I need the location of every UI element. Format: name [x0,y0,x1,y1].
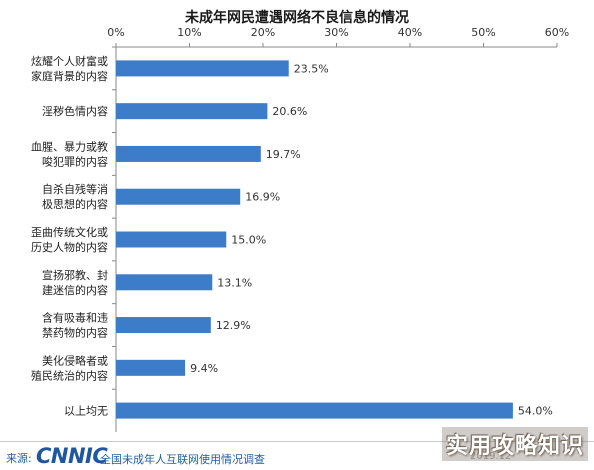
category-label: 殖民统治的内容 [31,368,108,382]
category-label: 炫耀个人财富或 [31,54,108,68]
category-label: 禁药物的内容 [42,326,108,340]
category-label: 历史人物的内容 [31,240,108,254]
x-tick-label: 60% [545,26,569,39]
bar [116,232,226,248]
bar-value-label: 54.0% [518,405,553,418]
category-label: 歪曲传统文化或 [31,225,108,239]
bar-value-label: 20.6% [272,105,307,118]
bar-value-label: 19.7% [266,148,301,161]
bar-value-label: 23.5% [294,62,329,75]
bar [116,60,289,76]
cnnic-logo: CNNIC [36,444,107,468]
category-label: 含有吸毒和违 [42,311,108,325]
x-tick-label: 10% [177,26,201,39]
category-label: 以上均无 [64,405,108,418]
bar [116,403,513,419]
bar-value-label: 12.9% [216,319,251,332]
x-tick-label: 20% [251,26,275,39]
category-label: 宣扬邪教、封 [42,268,108,282]
x-tick-label: 40% [398,26,422,39]
category-label: 家庭背景的内容 [31,69,108,83]
category-label: 唆犯罪的内容 [42,154,108,168]
category-label: 淫秽色情内容 [42,104,108,118]
bar [116,103,267,119]
bar-value-label: 16.9% [245,191,280,204]
category-label: 美化侵略者或 [42,353,108,367]
category-label: 自杀自残等消 [42,182,108,196]
source-label: 来源: [6,450,32,466]
bar [116,360,185,376]
bar-value-label: 13.1% [217,276,252,289]
bar [116,146,261,162]
report-name: 全国未成年人互联网使用情况调查 [100,451,265,467]
bar-value-label: 9.4% [190,362,218,375]
bar [116,189,240,205]
bar [116,317,211,333]
site-watermark: 实用攻略知识 [442,427,588,461]
x-tick-label: 30% [324,26,348,39]
bar-value-label: 15.0% [231,234,266,247]
category-label: 血腥、暴力或教 [31,139,108,153]
x-tick-label: 50% [471,26,495,39]
x-tick-label: 0% [107,26,124,39]
category-label: 建迷信的内容 [42,283,108,297]
category-label: 极思想的内容 [42,197,108,211]
bar [116,274,212,290]
